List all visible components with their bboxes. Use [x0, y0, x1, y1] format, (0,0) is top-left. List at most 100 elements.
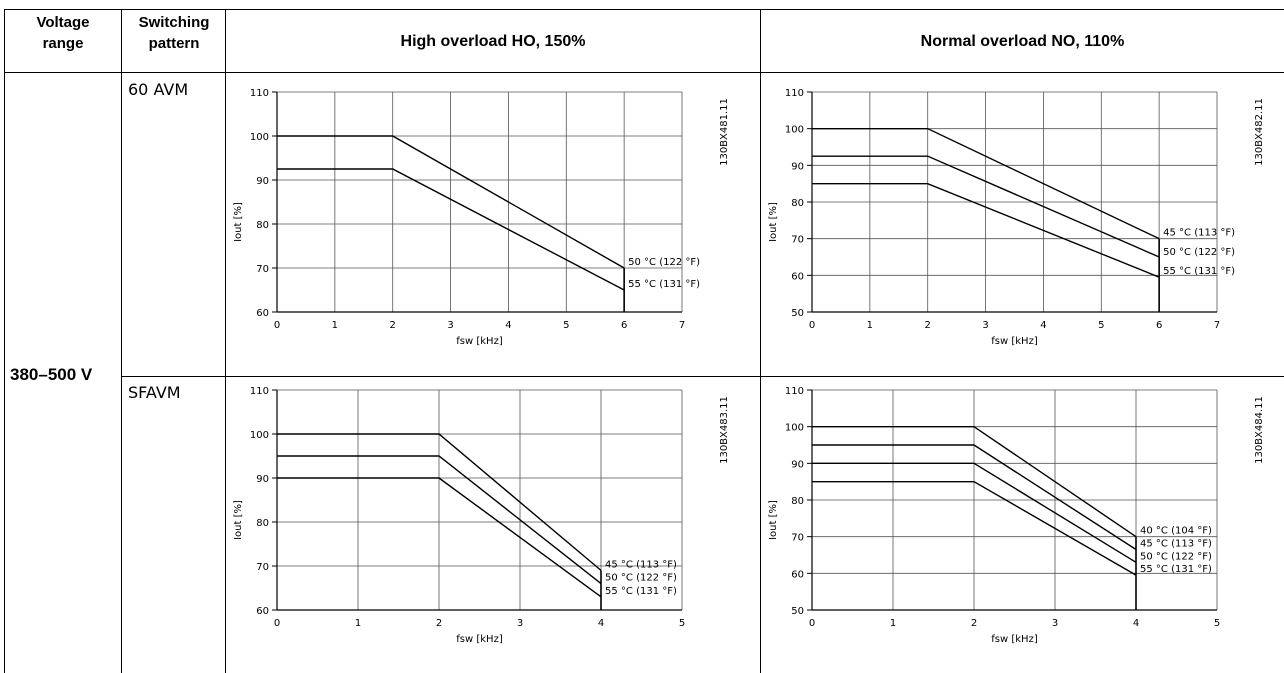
y-tick-label: 60	[791, 271, 804, 282]
x-tick-label: 4	[505, 320, 511, 331]
series-label: 45 °C (113 °F)	[1163, 228, 1235, 239]
table-row-divider	[121, 376, 1284, 377]
table-border-left	[4, 9, 5, 673]
y-tick-label: 100	[250, 132, 269, 143]
y-tick-label: 90	[791, 459, 804, 470]
table-divider-overload	[760, 9, 761, 673]
x-tick-label: 2	[390, 320, 396, 331]
x-tick-label: 7	[679, 320, 685, 331]
x-tick-label: 5	[563, 320, 569, 331]
series-line	[277, 477, 602, 598]
series-line	[277, 433, 602, 571]
y-tick-label: 80	[791, 198, 804, 209]
series-label: 45 °C (113 °F)	[1140, 539, 1212, 550]
x-tick-label: 1	[890, 618, 896, 629]
series-line	[812, 127, 1160, 240]
x-tick-label: 3	[447, 320, 453, 331]
x-tick-label: 6	[621, 320, 627, 331]
y-tick-label: 60	[256, 308, 269, 319]
x-tick-label: 4	[1133, 618, 1139, 629]
y-tick-label: 70	[256, 264, 269, 275]
table-header-bottom	[4, 72, 1284, 73]
x-axis-label: fsw [kHz]	[456, 336, 503, 347]
series-line	[812, 425, 1137, 538]
y-tick-label: 90	[256, 176, 269, 187]
y-tick-label: 100	[250, 430, 269, 441]
x-tick-label: 3	[982, 320, 988, 331]
x-tick-label: 5	[679, 618, 685, 629]
y-tick-label: 70	[791, 235, 804, 246]
y-tick-label: 110	[785, 386, 804, 397]
x-tick-label: 0	[809, 320, 815, 331]
series-line	[812, 444, 1137, 551]
y-tick-label: 50	[791, 308, 804, 319]
header-normal-overload: Normal overload NO, 110%	[920, 33, 1125, 50]
derating-chart-ho-60avm: 0 1 2 3 4 5 6 7 60 70 80 90 100 110 fsw [kHz] Iout [%] 1…	[233, 88, 730, 347]
table-border-top	[4, 9, 1284, 10]
y-tick-label: 100	[785, 423, 804, 434]
x-tick-label: 6	[1156, 320, 1162, 331]
y-tick-label: 110	[250, 386, 269, 397]
series-label: 55 °C (131 °F)	[628, 279, 700, 290]
series-line	[812, 480, 1137, 576]
x-tick-label: 4	[1040, 320, 1046, 331]
x-axis-label: fsw [kHz]	[991, 336, 1038, 347]
series-label: 50 °C (122 °F)	[1140, 551, 1212, 562]
y-axis-label: Iout [%]	[768, 500, 779, 540]
x-axis-label: fsw [kHz]	[456, 634, 503, 645]
y-tick-label: 110	[785, 88, 804, 99]
figure-code: 130BX481.11	[719, 98, 730, 166]
series-line	[277, 168, 625, 291]
x-tick-label: 2	[436, 618, 442, 629]
series-label: 55 °C (131 °F)	[1163, 266, 1235, 277]
series-label: 55 °C (131 °F)	[1140, 564, 1212, 575]
derating-chart-ho-sfavm: 0 1 2 3 4 5 60 70 80 90 100 110 fsw [kHz] Iout [%] 130…	[233, 386, 730, 645]
header-high-overload: High overload HO, 150%	[400, 33, 586, 50]
y-tick-label: 80	[256, 220, 269, 231]
y-tick-label: 80	[256, 518, 269, 529]
x-tick-label: 2	[971, 618, 977, 629]
series-label: 50 °C (122 °F)	[628, 257, 700, 268]
x-tick-label: 5	[1098, 320, 1104, 331]
y-tick-label: 70	[256, 562, 269, 573]
header-switching-pattern: Switching pattern	[138, 14, 210, 52]
x-tick-label: 4	[598, 618, 604, 629]
y-axis-label: Iout [%]	[768, 202, 779, 242]
series-label: 45 °C (113 °F)	[605, 559, 677, 570]
series-label: 55 °C (131 °F)	[605, 586, 677, 597]
header-voltage-range: Voltage range	[36, 14, 90, 52]
derating-chart-no-sfavm: 0 1 2 3 4 5 50 60 70 80 90 100 110 fsw [kHz] Iout [%] 1…	[768, 386, 1265, 645]
x-tick-label: 1	[355, 618, 361, 629]
switching-pattern-60avm: 60 AVM	[128, 80, 189, 99]
x-tick-label: 3	[517, 618, 523, 629]
figure-code: 130BX482.11	[1254, 98, 1265, 166]
derating-chart-no-60avm: 0 1 2 3 4 5 6 7 50 60 70 80 90 100 110 fsw [kHz] Iout [%…	[768, 88, 1265, 347]
table-divider-voltage	[121, 9, 122, 673]
y-tick-label: 90	[791, 161, 804, 172]
y-axis-label: Iout [%]	[233, 202, 244, 242]
x-tick-label: 1	[332, 320, 338, 331]
series-line	[812, 462, 1137, 563]
switching-pattern-sfavm: SFAVM	[128, 383, 181, 402]
series-label: 50 °C (122 °F)	[1163, 247, 1235, 258]
series-line	[277, 455, 602, 585]
figure-code: 130BX483.11	[719, 396, 730, 464]
x-tick-label: 5	[1214, 618, 1220, 629]
figure-code: 130BX484.11	[1254, 396, 1265, 464]
x-tick-label: 7	[1214, 320, 1220, 331]
series-line	[277, 135, 625, 269]
series-line	[812, 155, 1160, 258]
x-tick-label: 1	[867, 320, 873, 331]
voltage-range-value: 380–500 V	[10, 365, 93, 384]
y-tick-label: 90	[256, 474, 269, 485]
x-tick-label: 3	[1052, 618, 1058, 629]
series-line	[812, 182, 1160, 278]
y-tick-label: 60	[256, 606, 269, 617]
series-label: 40 °C (104 °F)	[1140, 526, 1212, 537]
x-tick-label: 0	[274, 618, 280, 629]
y-tick-label: 110	[250, 88, 269, 99]
x-tick-label: 2	[925, 320, 931, 331]
y-tick-label: 80	[791, 496, 804, 507]
x-tick-label: 0	[809, 618, 815, 629]
x-axis-label: fsw [kHz]	[991, 634, 1038, 645]
